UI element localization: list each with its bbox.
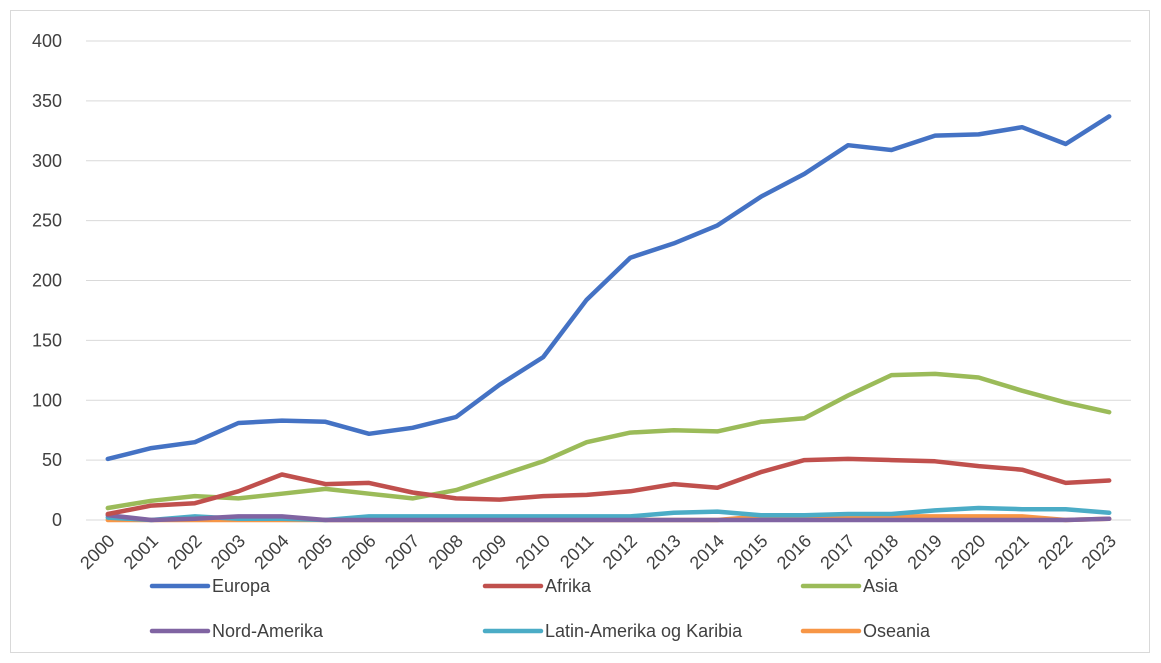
x-axis-ticks: 2000 2001 2002 2003 2004 2005 2006 2007 2008 2009… [76,531,1120,573]
series-line-europa [105,114,1112,462]
x-tick-label: 2004 [250,531,292,573]
x-tick-label: 2008 [424,531,466,573]
x-tick-label: 2012 [599,531,641,573]
legend-item-oseania: Oseania [800,621,931,641]
x-tick-label: 2011 [556,531,598,573]
legend-item-asia: Asia [800,576,899,596]
x-tick-label: 2006 [337,531,379,573]
legend-label: Oseania [863,621,931,641]
legend-item-europa: Europa [149,576,271,596]
gridlines [86,40,1131,461]
y-tick-label: 250 [32,211,62,231]
x-tick-label: 2021 [991,531,1033,573]
x-tick-label: 2007 [381,531,423,573]
legend-label: Europa [212,576,271,596]
series-line-afrika [105,456,1112,517]
y-tick-label: 400 [32,31,62,51]
x-tick-label: 2013 [642,531,684,573]
x-tick-label: 2015 [729,531,771,573]
y-tick-label: 350 [32,91,62,111]
x-tick-label: 2018 [860,531,902,573]
x-tick-label: 2019 [903,531,945,573]
legend-label: Latin-Amerika og Karibia [545,621,743,641]
x-tick-label: 2023 [1078,531,1120,573]
y-tick-label: 50 [42,450,62,470]
series-line-asia [105,371,1112,511]
legend-item-latin-amerika-og-karibia: Latin-Amerika og Karibia [482,621,743,641]
legend-item-afrika: Afrika [482,576,592,596]
x-tick-label: 2014 [686,531,728,573]
chart-frame [10,10,1150,653]
legend-item-nord-amerika: Nord-Amerika [149,621,324,641]
y-tick-label: 200 [32,271,62,291]
x-tick-label: 2002 [163,531,205,573]
x-tick-label: 2005 [294,531,336,573]
legend-label: Asia [863,576,899,596]
x-tick-label: 2022 [1034,531,1076,573]
x-tick-label: 2017 [816,531,858,573]
y-axis-ticks: 0 50 100 150 200 250 300 350 400 [32,31,62,530]
legend-label: Afrika [545,576,592,596]
x-tick-label: 2001 [120,531,162,573]
series-lines [105,114,1112,523]
x-tick-label: 2010 [512,531,554,573]
series-line-nord-amerika [105,512,1112,523]
x-tick-label: 2003 [207,531,249,573]
y-tick-label: 150 [32,330,62,350]
legend: Europa Afrika Asia Nord-Amerika Latin-Amerik… [149,576,931,641]
y-tick-label: 300 [32,151,62,171]
x-tick-label: 2000 [76,531,118,573]
legend-label: Nord-Amerika [212,621,324,641]
x-tick-label: 2009 [468,531,510,573]
y-tick-label: 100 [32,390,62,410]
x-tick-label: 2016 [773,531,815,573]
y-tick-label: 0 [52,510,62,530]
x-tick-label: 2020 [947,531,989,573]
series-line-latin-amerika-og-karibia [105,505,1112,523]
